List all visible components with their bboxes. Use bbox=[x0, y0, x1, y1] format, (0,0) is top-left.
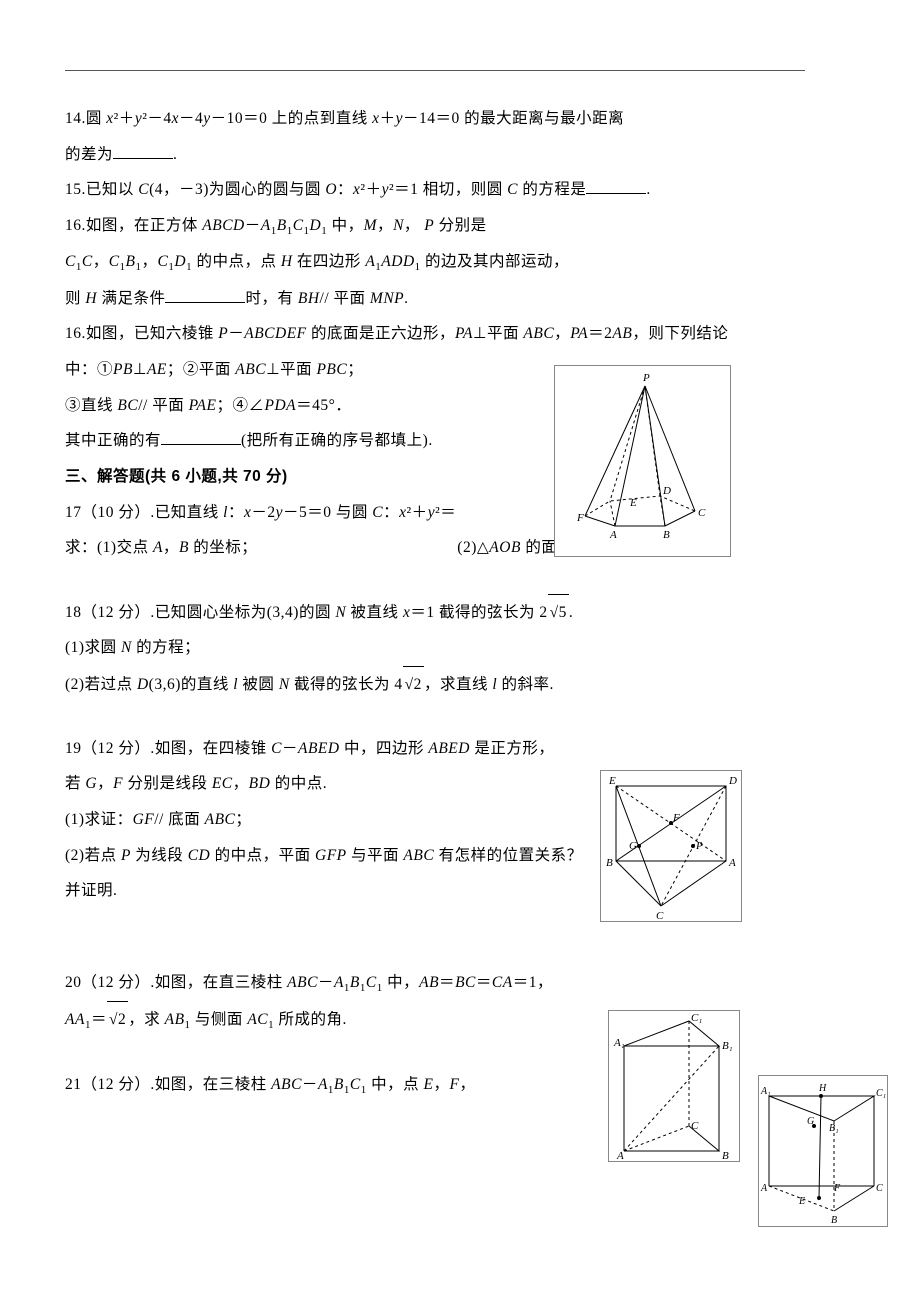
q20-num: 20 bbox=[65, 974, 82, 991]
q18-row2: (1)求圆 N 的方程； bbox=[65, 630, 855, 666]
svg-text:A: A bbox=[616, 1150, 624, 1161]
svg-text:C: C bbox=[698, 507, 706, 519]
svg-text:F: F bbox=[833, 1183, 841, 1194]
svg-text:C: C bbox=[876, 1183, 883, 1194]
svg-text:F: F bbox=[672, 812, 680, 824]
q16b-blank bbox=[161, 429, 241, 446]
svg-text:D: D bbox=[728, 775, 737, 787]
svg-text:A₁: A₁ bbox=[760, 1086, 771, 1097]
svg-text:E: E bbox=[798, 1196, 805, 1207]
sqrt2-icon: √2 bbox=[403, 666, 424, 703]
svg-text:E: E bbox=[608, 775, 616, 787]
svg-text:E: E bbox=[629, 497, 637, 509]
svg-text:B₁: B₁ bbox=[722, 1040, 733, 1052]
hex-pyramid-icon: P F A B C D E bbox=[555, 366, 730, 556]
sqrt5-icon: √5 bbox=[548, 594, 569, 631]
q16b-row2: 中：①PB⊥AE；②平面 ABC⊥平面 PBC； bbox=[65, 352, 855, 388]
svg-text:F: F bbox=[576, 512, 584, 524]
svg-text:A: A bbox=[609, 529, 617, 541]
triangular-prism-figure: A₁ B₁ C₁ A B C bbox=[608, 1010, 740, 1162]
svg-text:C₁: C₁ bbox=[691, 1012, 702, 1024]
svg-text:A: A bbox=[760, 1183, 768, 1194]
svg-text:B: B bbox=[606, 857, 613, 869]
svg-text:A₁: A₁ bbox=[613, 1037, 625, 1049]
q15-row: 15.已知以 C(4，－3)为圆心的圆与圆 O：x²＋y²＝1 相切，则圆 C … bbox=[65, 172, 855, 208]
svg-text:B: B bbox=[663, 529, 670, 541]
q14-row1: 14.圆 x²＋y²－4x－4y－10＝0 上的点到直线 x＋y－14＝0 的最… bbox=[65, 101, 855, 137]
svg-text:G: G bbox=[807, 1116, 814, 1127]
svg-text:A: A bbox=[728, 857, 736, 869]
hexagonal-pyramid-figure: P F A B C D E bbox=[554, 365, 731, 557]
gap bbox=[65, 566, 855, 594]
q16a-row2: C1C，C1B1，C1D1 的中点，点 H 在四边形 A1ADD1 的边及其内部… bbox=[65, 244, 855, 280]
q17-row2: 求：(1)交点 A，B 的坐标；(2)△AOB 的面积. bbox=[65, 530, 855, 566]
q18-num: 18 bbox=[65, 604, 82, 621]
q14-row2: 的差为. bbox=[65, 137, 855, 173]
q20-row1: 20（12 分）.如图，在直三棱柱 ABC－A1B1C1 中，AB＝BC＝CA＝… bbox=[65, 965, 855, 1001]
svg-text:H: H bbox=[818, 1083, 827, 1094]
svg-text:B₁: B₁ bbox=[829, 1123, 839, 1134]
svg-text:D: D bbox=[662, 485, 671, 497]
page: 14.圆 x²＋y²－4x－4y－10＝0 上的点到直线 x＋y－14＝0 的最… bbox=[0, 0, 920, 1143]
q19-num: 19 bbox=[65, 740, 82, 757]
svg-text:P: P bbox=[642, 372, 650, 384]
q17-num: 17 bbox=[65, 504, 82, 521]
q16b-row3: ③直线 BC// 平面 PAE；④∠PDA＝45°． bbox=[65, 388, 855, 424]
q16a-num: 16. bbox=[65, 217, 86, 234]
sqrt2b-icon: √2 bbox=[107, 1001, 128, 1038]
svg-text:P: P bbox=[695, 840, 703, 852]
square-pyramid-figure: E D B A C F P G bbox=[600, 770, 742, 922]
q15-num: 15. bbox=[65, 181, 86, 198]
prism-efgh-figure: A₁ C₁ B₁ A C B H G E F bbox=[758, 1075, 888, 1227]
svg-text:C: C bbox=[656, 910, 664, 921]
q16a-row3: 则 H 满足条件时，有 BH// 平面 MNP. bbox=[65, 281, 855, 317]
q18-row1: 18（12 分）.已知圆心坐标为(3,4)的圆 N 被直线 x＝1 截得的弦长为… bbox=[65, 594, 855, 631]
tri-prism-icon: A₁ B₁ C₁ A B C bbox=[609, 1011, 739, 1161]
section3-title: 三、解答题(共 6 小题,共 70 分) bbox=[65, 459, 855, 495]
gap bbox=[65, 937, 855, 965]
q16b-num: 16. bbox=[65, 325, 86, 342]
svg-text:B: B bbox=[831, 1215, 837, 1226]
gap bbox=[65, 703, 855, 731]
q16a-blank bbox=[165, 286, 245, 303]
q15-blank bbox=[586, 178, 646, 195]
q14-blank bbox=[113, 142, 173, 159]
q19-row1: 19（12 分）.如图，在四棱锥 C－ABED 中，四边形 ABED 是正方形， bbox=[65, 731, 855, 767]
svg-text:C₁: C₁ bbox=[876, 1088, 886, 1099]
q21-num: 21 bbox=[65, 1076, 82, 1093]
q14-num: 14. bbox=[65, 110, 86, 127]
q17-row1: 17（10 分）.已知直线 l：x－2y－5＝0 与圆 C：x²＋y²＝ bbox=[65, 495, 855, 531]
header-rule bbox=[65, 70, 805, 71]
q16b-row4: 其中正确的有(把所有正确的序号都填上). bbox=[65, 423, 855, 459]
svg-text:G: G bbox=[629, 840, 637, 852]
svg-text:B: B bbox=[722, 1150, 729, 1161]
q18-row3: (2)若过点 D(3,6)的直线 l 被圆 N 截得的弦长为 4√2，求直线 l… bbox=[65, 666, 855, 703]
square-c-icon: E D B A C F P G bbox=[601, 771, 741, 921]
svg-text:C: C bbox=[691, 1120, 699, 1132]
tri-prism2-icon: A₁ C₁ B₁ A C B H G E F bbox=[759, 1076, 887, 1226]
q16b-row1: 16.如图，已知六棱锥 P－ABCDEF 的底面是正六边形，PA⊥平面 ABC，… bbox=[65, 316, 855, 352]
q16a-row1: 16.如图，在正方体 ABCD－A1B1C1D1 中，M，N， P 分别是 bbox=[65, 208, 855, 244]
